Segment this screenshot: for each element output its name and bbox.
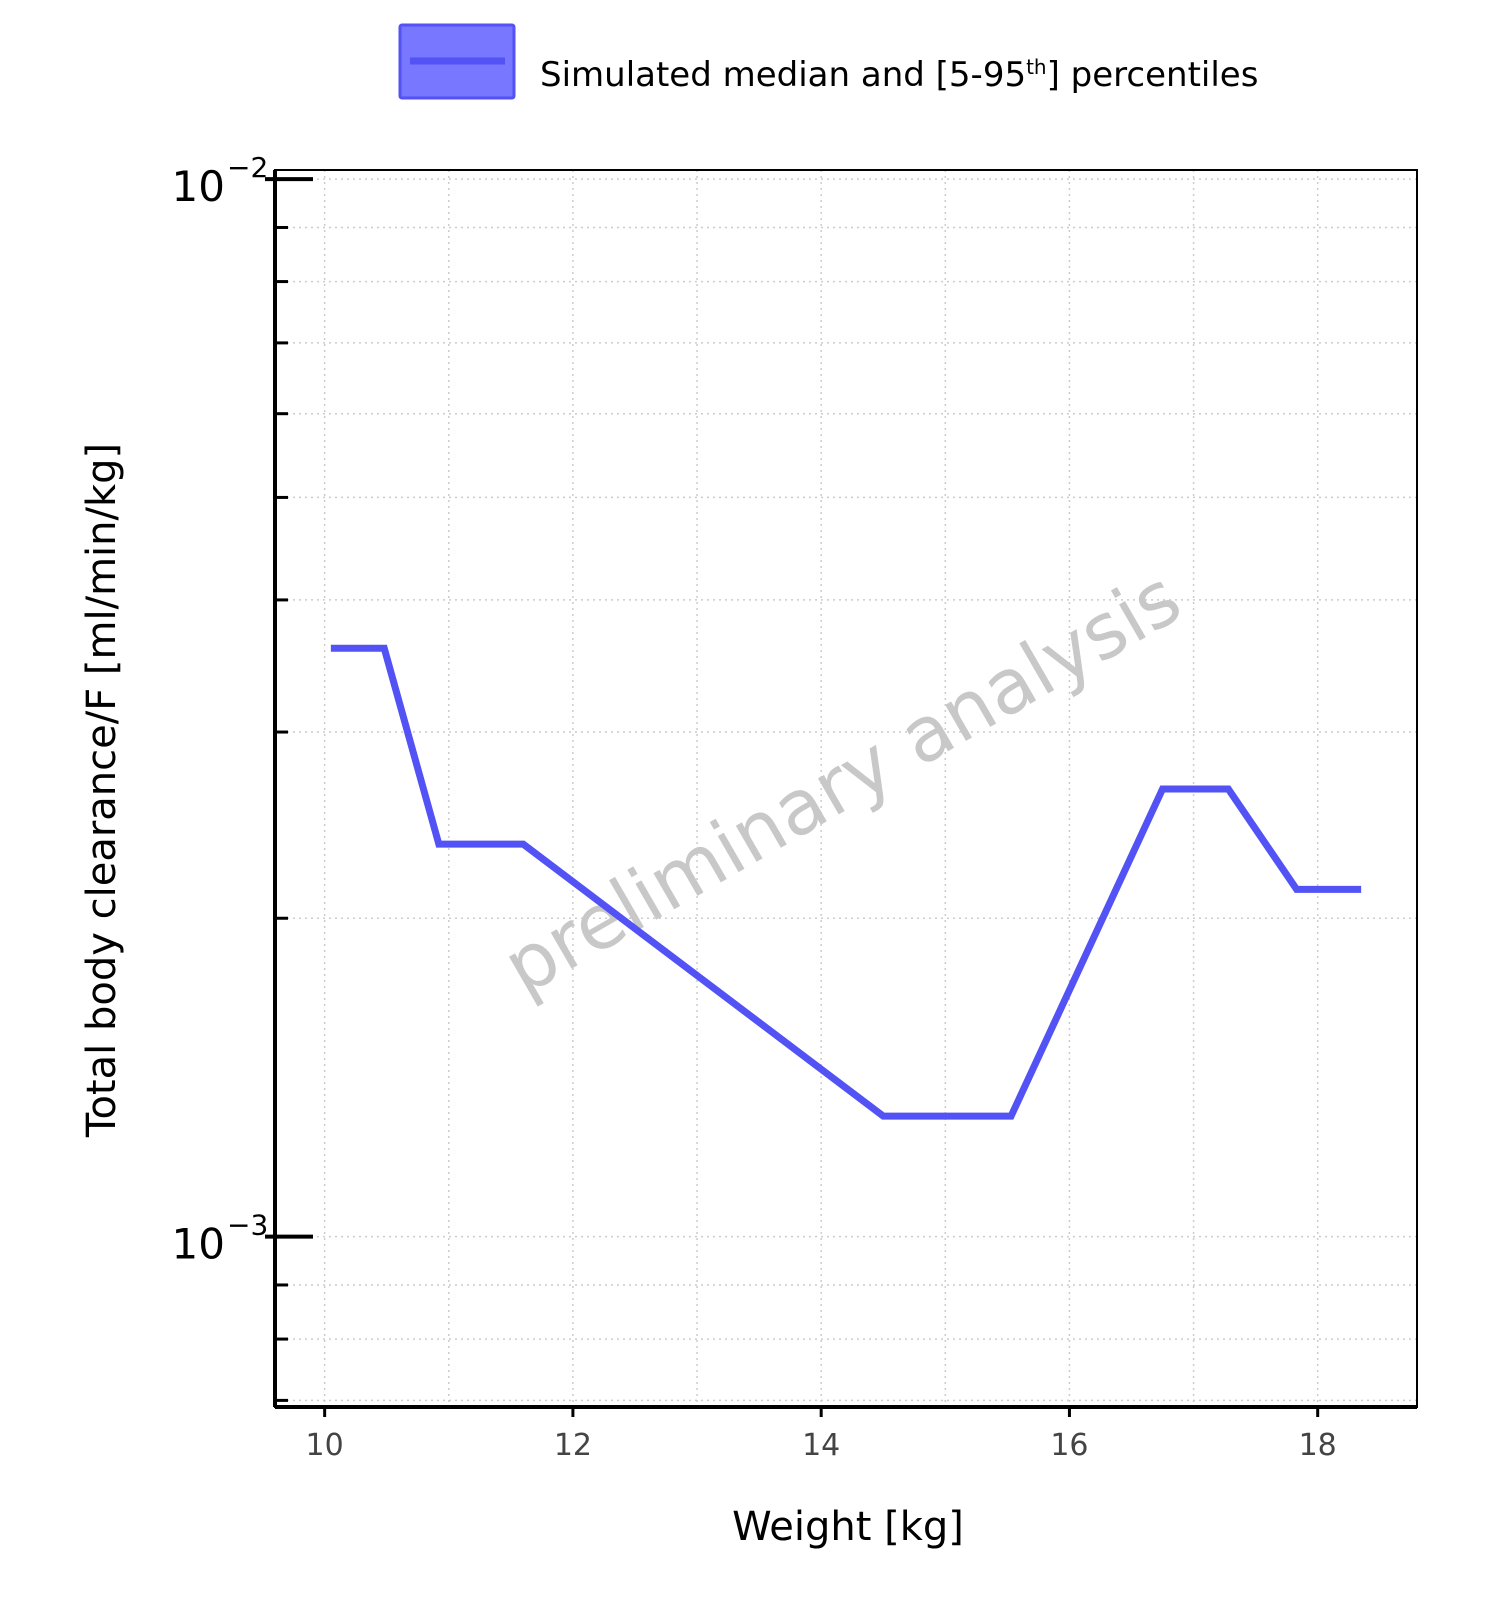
x-tick-label: 14 [802, 1428, 840, 1463]
y-tick-label: 10 [172, 162, 225, 211]
y-tick-label-exponent: −3 [227, 1209, 268, 1242]
legend-label: Simulated median and [5-95th] percentile… [540, 55, 1258, 95]
x-axis-label: Weight [kg] [732, 1504, 964, 1550]
series-layer [330, 644, 1362, 1120]
x-tick-label: 16 [1050, 1428, 1088, 1463]
x-tick-label: 18 [1299, 1428, 1337, 1463]
y-axis-label: Total body clearance/F [ml/min/kg] [79, 443, 125, 1138]
legend-label-end: ] percentiles [1047, 55, 1259, 95]
series-line-median [330, 644, 1362, 1120]
x-tick-label: 12 [554, 1428, 592, 1463]
axes [273, 169, 1418, 1409]
y-tick-label-exponent: −2 [227, 151, 268, 184]
legend-label-main: Simulated median and [5-95 [540, 55, 1026, 95]
legend-label-sup: th [1026, 55, 1047, 79]
x-tick-label: 10 [306, 1428, 344, 1463]
y-tick-label: 10 [172, 1220, 225, 1269]
grid [275, 170, 1417, 1407]
legend: Simulated median and [5-95th] percentile… [398, 23, 1258, 100]
